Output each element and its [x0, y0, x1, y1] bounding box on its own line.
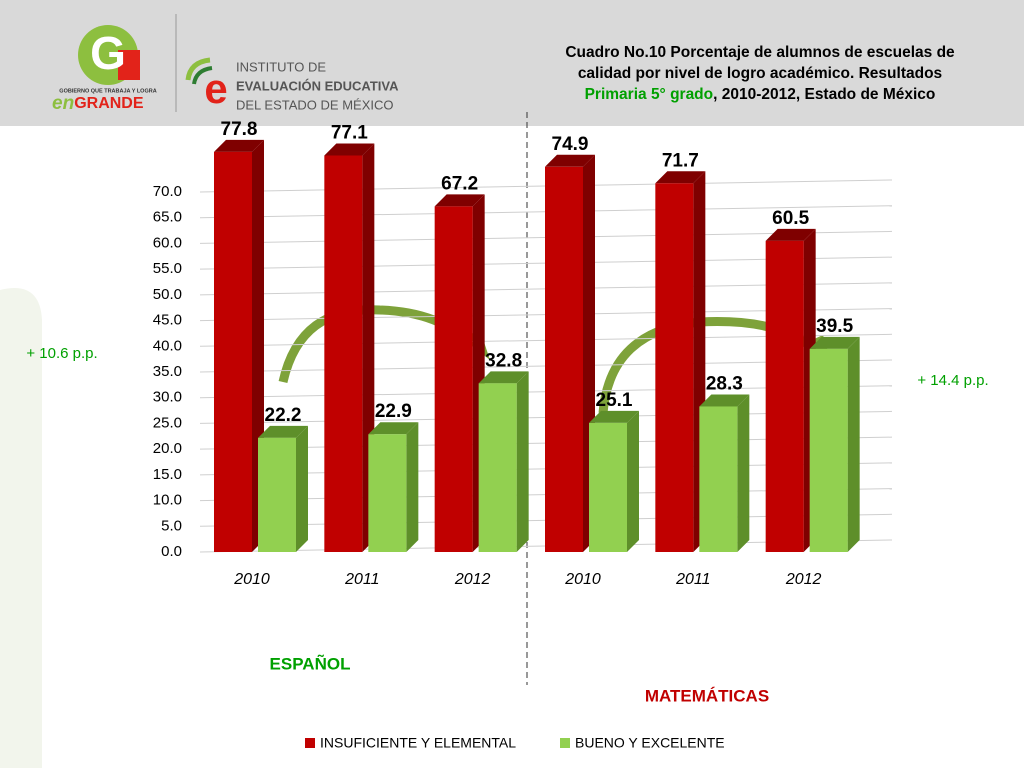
bar-top [258, 425, 308, 438]
y-tick-label: 30.0 [153, 389, 182, 406]
y-tick-label: 35.0 [153, 363, 182, 380]
legend-swatch [560, 738, 570, 748]
data-label: 77.8 [221, 119, 258, 140]
logo-arc [185, 57, 211, 81]
bar [545, 166, 583, 553]
chart-title: calidad por nivel de logro académico. Re… [578, 65, 942, 82]
bar-side [737, 394, 750, 552]
y-tick-label: 20.0 [153, 440, 182, 457]
logo-letter: e [204, 65, 227, 112]
x-tick-label: 2012 [454, 571, 491, 588]
data-label: 22.2 [265, 405, 302, 426]
title-rest: , 2010-2012, Estado de México [713, 86, 935, 103]
data-label: 32.8 [485, 350, 522, 371]
bar-top [324, 143, 375, 156]
y-tick-label: 65.0 [153, 209, 182, 226]
x-tick-label: 2011 [675, 571, 710, 588]
legend-label: INSUFICIENTE Y ELEMENTAL [320, 735, 516, 751]
bar-top [434, 194, 485, 207]
bar [214, 151, 252, 552]
logo-brand-en: en [52, 93, 74, 114]
group-label: ESPAÑOL [270, 653, 351, 673]
bar [655, 183, 694, 552]
data-label: 60.5 [772, 208, 809, 229]
bar-side [406, 422, 419, 552]
logo-text: INSTITUTO DE [236, 59, 326, 74]
title-highlight: Primaria 5° grado [585, 86, 714, 103]
logo-brand-grande: GRANDE [74, 95, 144, 112]
annotation: + 10.6 p.p. [26, 345, 97, 362]
bar-side [847, 336, 860, 552]
y-tick-label: 15.0 [153, 466, 182, 483]
bar-top [589, 410, 639, 423]
bar [434, 206, 473, 552]
bar-top [655, 171, 706, 184]
bar-side [516, 371, 529, 552]
data-label: 67.2 [441, 173, 478, 194]
bar [368, 434, 407, 552]
y-tick-label: 55.0 [153, 260, 182, 277]
logo-gobierno: G GOBIERNO QUE TRABAJA Y LOGRA enGRANDE [52, 25, 157, 114]
chart-title: Cuadro No.10 Porcentaje de alumnos de es… [565, 44, 955, 61]
data-label: 77.1 [331, 123, 368, 144]
data-label: 25.1 [596, 390, 633, 411]
y-tick-label: 50.0 [153, 286, 182, 303]
data-label: 28.3 [706, 373, 743, 394]
bar-top [214, 139, 264, 152]
logo-letter: G [90, 27, 126, 79]
x-tick-label: 2011 [344, 571, 379, 588]
bar [809, 348, 848, 552]
y-tick-label: 60.0 [153, 234, 182, 251]
logo-text: DEL ESTADO DE MÉXICO [236, 97, 393, 112]
logo-text: EVALUACIÓN EDUCATIVA [236, 78, 399, 93]
header-band [0, 0, 1024, 126]
data-label: 22.9 [375, 401, 412, 422]
bar-top [699, 394, 750, 407]
legend-swatch [305, 738, 315, 748]
bar-top [545, 154, 595, 167]
legend-label: BUENO Y EXCELENTE [575, 735, 725, 751]
bar-top [765, 228, 816, 241]
y-tick-label: 45.0 [153, 312, 182, 329]
logo-tagline: GOBIERNO QUE TRABAJA Y LOGRA [59, 88, 156, 94]
y-tick-label: 5.0 [161, 517, 182, 534]
bar [589, 422, 627, 552]
logo-shape [118, 50, 140, 80]
bar [699, 406, 738, 552]
y-tick-label: 70.0 [153, 183, 182, 200]
bar-side [627, 410, 639, 552]
x-tick-label: 2012 [785, 571, 822, 588]
data-label: 71.7 [662, 150, 699, 171]
y-tick-label: 10.0 [153, 492, 182, 509]
group-label: MATEMÁTICAS [645, 686, 769, 705]
data-label: 74.9 [552, 134, 589, 155]
data-label: 39.5 [816, 316, 853, 337]
y-tick-label: 40.0 [153, 337, 182, 354]
bar [258, 437, 296, 552]
bar-side [296, 425, 308, 552]
y-tick-label: 0.0 [161, 543, 182, 560]
logo-brand: enGRANDE [52, 93, 144, 114]
logo-instituto: e INSTITUTO DE EVALUACIÓN EDUCATIVA DEL … [185, 57, 399, 112]
bar-top [368, 422, 419, 435]
annotation: + 14.4 p.p. [917, 372, 988, 389]
logo-arc [192, 66, 213, 85]
x-tick-label: 2010 [564, 571, 601, 588]
bar [478, 383, 517, 552]
bar [324, 155, 363, 552]
y-tick-label: 25.0 [153, 414, 182, 431]
bar-top [809, 336, 860, 349]
decor [0, 288, 42, 768]
bar [765, 240, 804, 552]
chart-title: Primaria 5° grado, 2010-2012, Estado de … [585, 86, 936, 103]
bar-top [478, 371, 529, 384]
x-tick-label: 2010 [233, 571, 270, 588]
